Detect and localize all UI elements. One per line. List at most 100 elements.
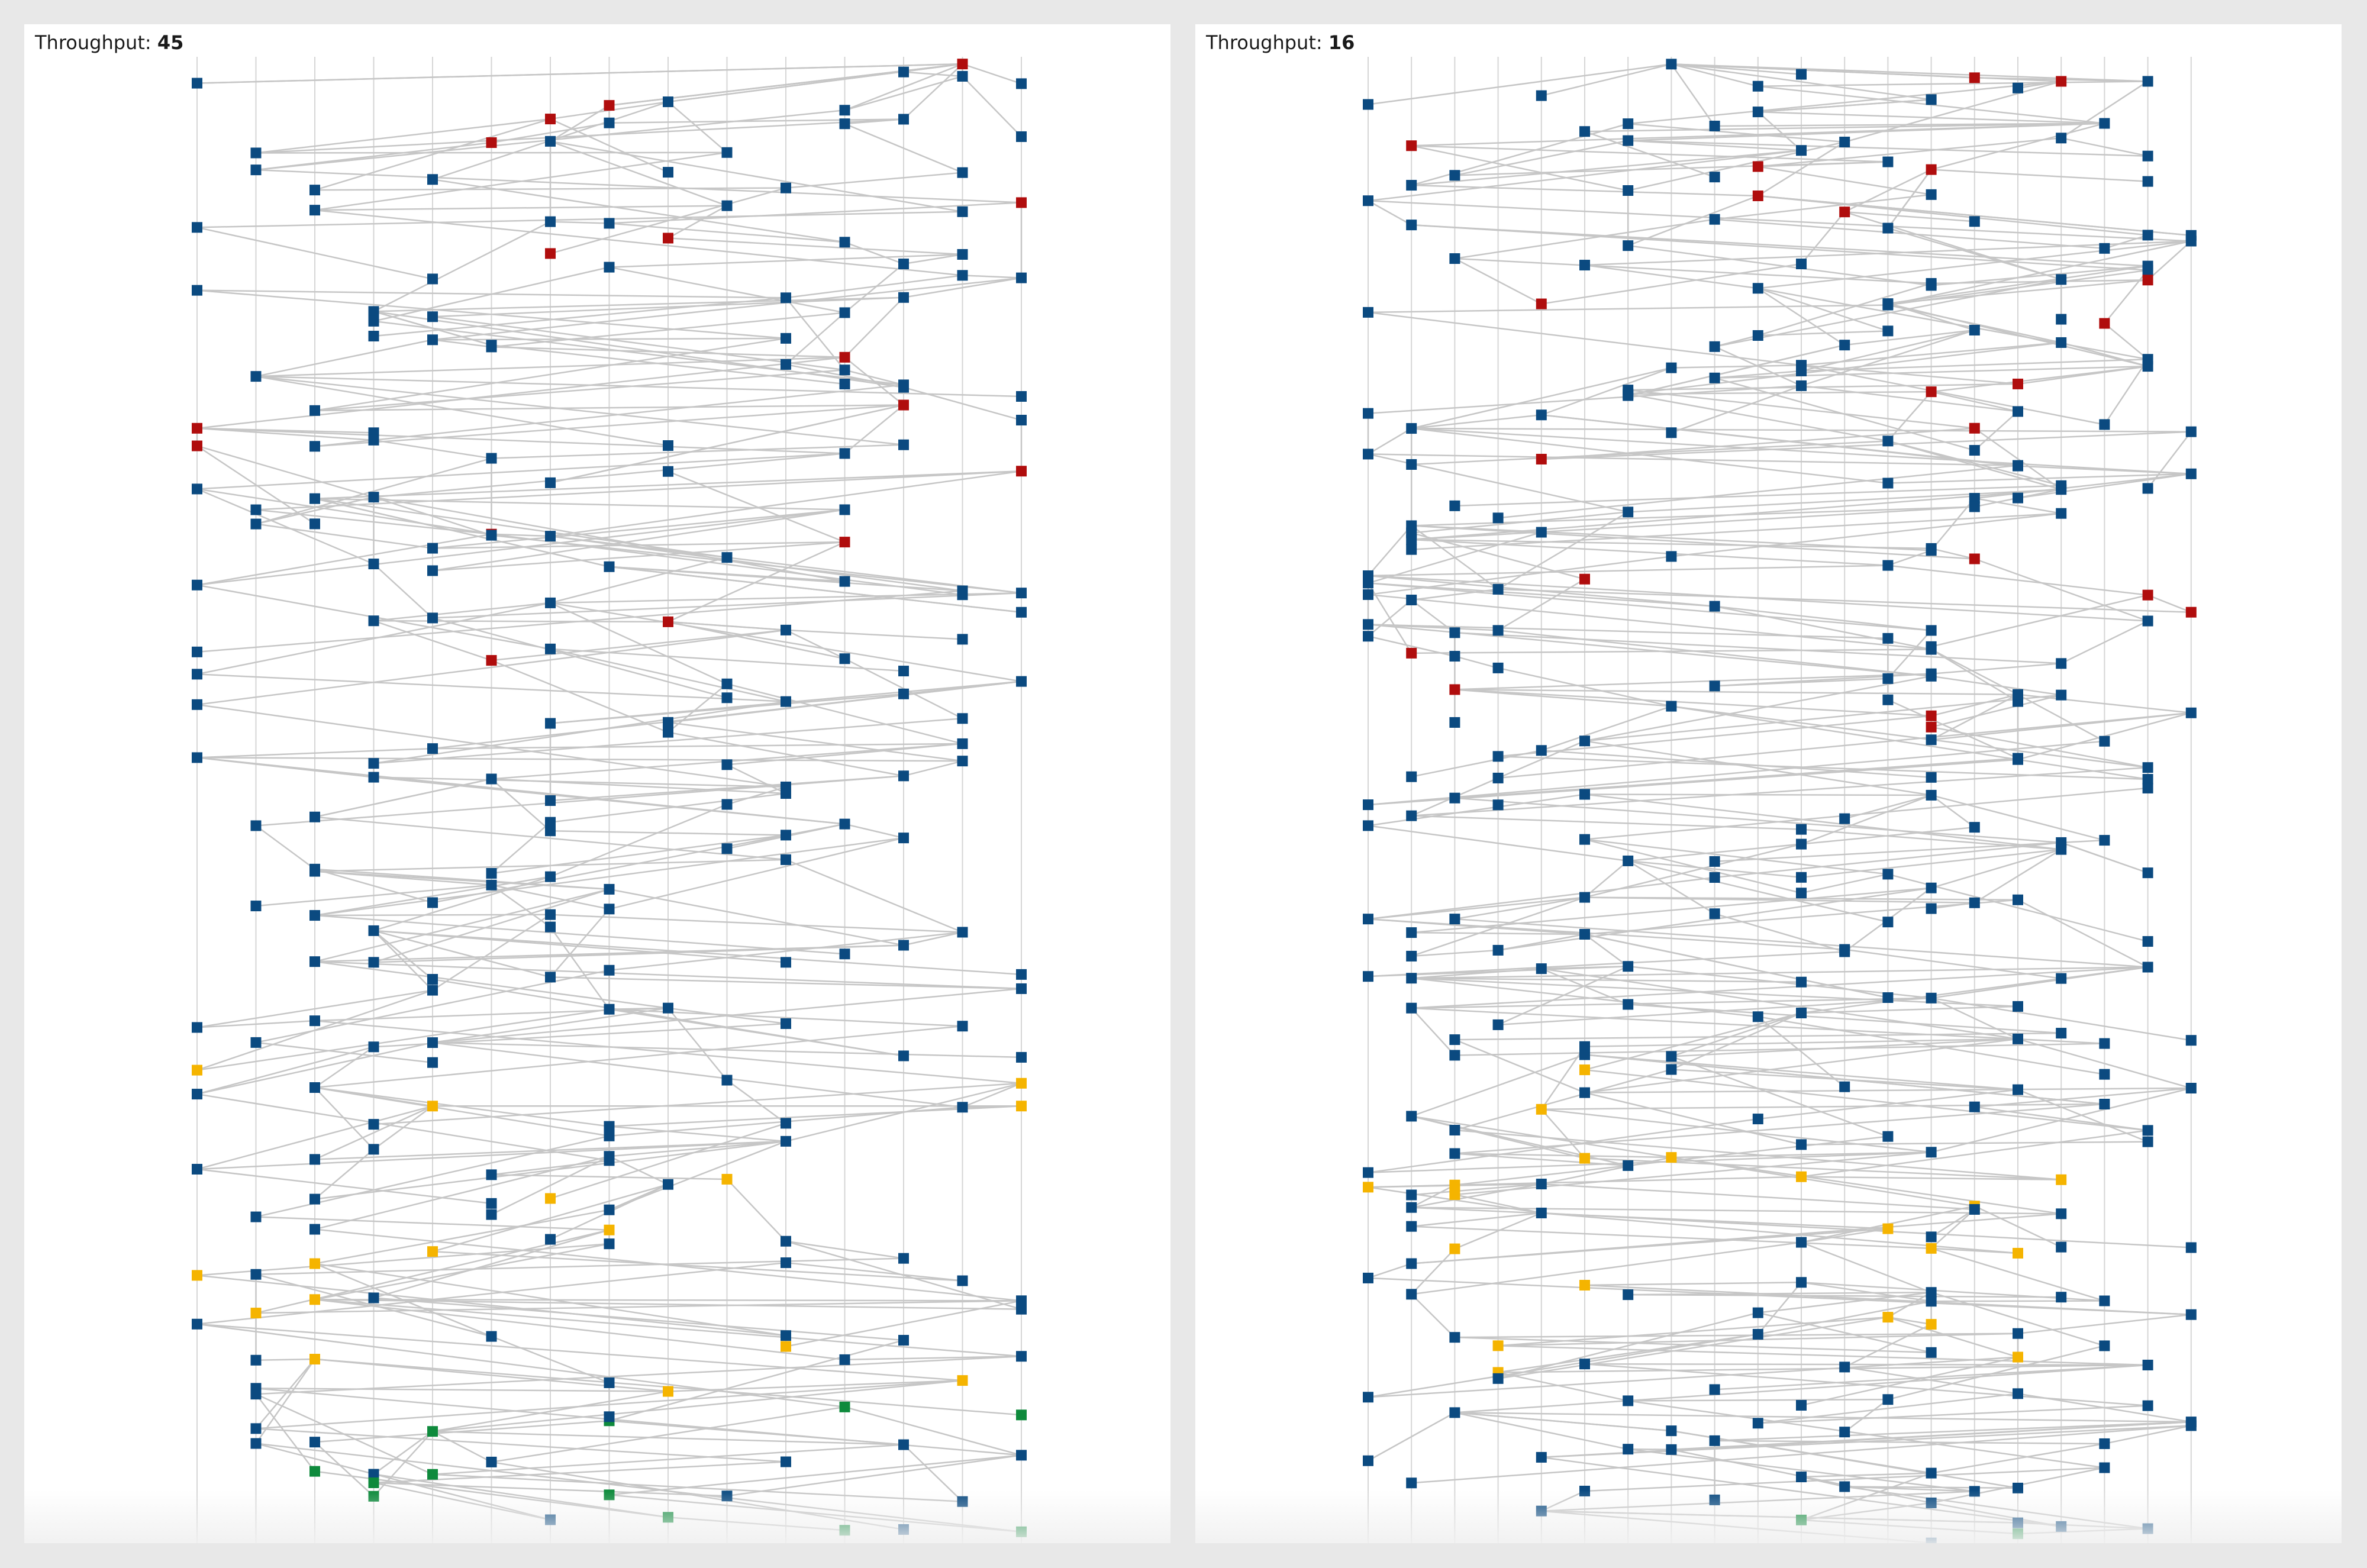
task-node-normal xyxy=(663,727,673,738)
dependency-edge xyxy=(196,704,786,788)
task-node-normal xyxy=(427,311,438,322)
dependency-edge xyxy=(844,658,963,720)
task-node-waiting xyxy=(604,1224,615,1235)
dependency-edge xyxy=(1974,497,2062,514)
task-node-normal xyxy=(545,972,556,983)
task-node-normal xyxy=(1839,944,1850,955)
task-node-normal xyxy=(2013,689,2023,700)
dependency-edge xyxy=(550,470,1022,537)
task-node-blocked xyxy=(486,655,497,666)
task-node-normal xyxy=(2056,1292,2067,1303)
dependency-edge xyxy=(1671,63,1931,101)
task-node-normal xyxy=(1579,789,1590,800)
task-node-normal xyxy=(1016,1450,1027,1461)
dependency-edge xyxy=(432,617,727,699)
dependency-edge xyxy=(550,693,904,724)
task-node-blocked xyxy=(1406,140,1417,151)
task-node-normal xyxy=(957,167,968,178)
task-node-waiting xyxy=(1449,1179,1460,1190)
dependency-edge xyxy=(1584,1282,1802,1286)
task-node-normal xyxy=(2013,1388,2023,1399)
dependency-edge xyxy=(1368,793,1585,827)
task-node-normal xyxy=(2099,1038,2110,1049)
task-node-normal xyxy=(1363,99,1373,110)
task-node-blocked xyxy=(957,59,968,70)
task-node-normal xyxy=(2056,480,2067,491)
right-simulation-panel: Throughput: 16 xyxy=(1195,24,2342,1543)
dependency-edge xyxy=(1714,841,2062,863)
dependency-edge xyxy=(1671,512,2062,557)
task-node-normal xyxy=(250,1354,262,1366)
dependency-edge xyxy=(1498,1316,1888,1380)
dependency-edge xyxy=(1714,346,1802,387)
dependency-edge xyxy=(667,541,846,623)
dependency-edge xyxy=(550,535,1022,594)
task-node-normal xyxy=(604,1377,615,1388)
dependency-edge xyxy=(1368,556,1672,596)
dependency-edge xyxy=(314,1263,786,1337)
dependency-edge xyxy=(314,1299,1022,1357)
dependency-edge xyxy=(1757,240,2191,289)
dependency-edge xyxy=(1757,288,1845,346)
dependency-edge xyxy=(314,816,786,861)
task-node-normal xyxy=(1363,914,1373,925)
task-node-normal xyxy=(1536,963,1547,975)
task-node-normal xyxy=(309,866,320,877)
dependency-edge xyxy=(609,253,963,268)
dependency-edge xyxy=(1714,1440,2105,1445)
task-node-normal xyxy=(839,118,850,130)
dependency-edge xyxy=(726,764,786,795)
dependency-edge xyxy=(667,237,963,256)
task-node-normal xyxy=(309,910,320,921)
task-node-normal xyxy=(545,1234,556,1245)
task-node-normal xyxy=(1363,820,1373,831)
task-node-normal xyxy=(2099,1340,2110,1351)
dependency-edge xyxy=(314,1299,1022,1310)
task-node-normal xyxy=(1579,892,1590,903)
task-node-normal xyxy=(1363,449,1373,460)
dependency-edge xyxy=(1888,1316,1931,1325)
dependency-edge xyxy=(1411,766,2148,817)
dependency-edge xyxy=(1844,211,2062,280)
task-node-done xyxy=(1796,1514,1807,1525)
dependency-edge xyxy=(785,1082,1022,1143)
dependency-edge xyxy=(256,1379,963,1430)
dependency-edge xyxy=(373,221,551,312)
task-node-normal xyxy=(1796,380,1807,391)
dependency-edge xyxy=(256,375,669,447)
task-node-normal xyxy=(1752,107,1763,118)
dependency-edge xyxy=(432,823,845,904)
dependency-edge xyxy=(432,1444,904,1475)
task-node-normal xyxy=(1882,992,1894,1003)
task-node-waiting xyxy=(2056,1174,2067,1185)
dependency-edge xyxy=(1541,431,2191,460)
task-node-normal xyxy=(839,364,850,376)
dependency-edge xyxy=(1454,257,1542,305)
dependency-edge xyxy=(196,427,374,441)
task-node-normal xyxy=(2142,774,2153,785)
task-node-normal xyxy=(1406,534,1417,545)
dependency-edge xyxy=(1368,575,2148,622)
dependency-edge xyxy=(256,1388,669,1392)
task-node-normal xyxy=(1926,882,1937,893)
task-node-normal xyxy=(2142,1359,2153,1370)
dependency-edge xyxy=(1411,977,1802,983)
task-node-normal xyxy=(604,1121,615,1132)
task-node-normal xyxy=(2142,1136,2153,1147)
dependency-edge xyxy=(1844,1399,1889,1433)
dependency-edge xyxy=(785,629,846,660)
dependency-edge xyxy=(550,556,727,604)
dependency-edge xyxy=(1801,329,1975,372)
dependency-edge xyxy=(1455,485,2062,507)
task-node-blocked xyxy=(2013,378,2023,389)
dependency-edge xyxy=(1368,311,1802,366)
dependency-edge xyxy=(1368,1118,1758,1173)
dependency-edge xyxy=(373,1229,610,1299)
task-node-normal xyxy=(1709,1494,1720,1505)
task-node-done xyxy=(427,1469,438,1480)
dependency-edge xyxy=(1931,1247,2105,1302)
task-node-normal xyxy=(2142,762,2153,773)
dependency-edge xyxy=(1671,1156,2062,1215)
dependency-edge xyxy=(785,1240,904,1259)
dependency-edge xyxy=(256,1041,433,1063)
